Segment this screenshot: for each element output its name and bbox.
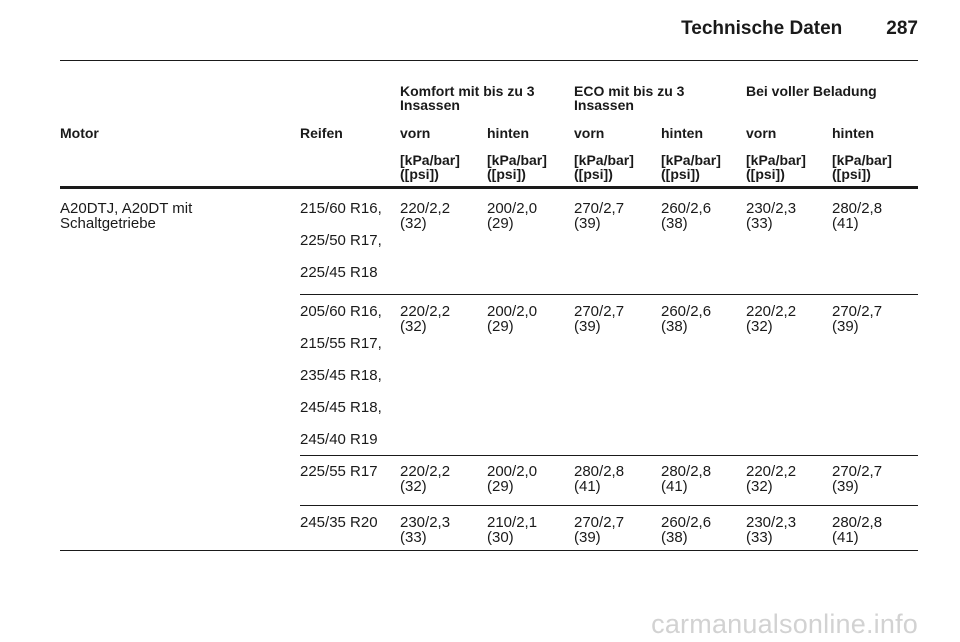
- pressure-value: 200/2,0 (29): [487, 303, 538, 335]
- tyre-size: 235/45 R18,: [300, 367, 382, 384]
- block-separator: [300, 294, 918, 295]
- pressure-value: 200/2,0 (29): [487, 463, 538, 495]
- tyre-size: 215/60 R16,: [300, 200, 382, 217]
- tyre-size: 225/50 R17,: [300, 232, 382, 249]
- pressure-value: 270/2,7 (39): [832, 303, 883, 335]
- group-heading: ECO mit bis zu 3 Insassen: [574, 83, 685, 113]
- pressure-value: 280/2,8 (41): [661, 463, 712, 495]
- block-separator: [300, 455, 918, 456]
- subheading-vorn: vorn: [400, 125, 431, 141]
- pressure-value: 260/2,6 (38): [661, 200, 712, 232]
- pressure-value: 210/2,1 (30): [487, 514, 538, 546]
- subheading-hinten: hinten: [661, 125, 703, 141]
- pressure-value: 260/2,6 (38): [661, 303, 712, 335]
- table-bottom-rule: [60, 550, 918, 551]
- tyre-size: 205/60 R16,: [300, 303, 382, 320]
- pressure-value: 230/2,3 (33): [746, 200, 797, 232]
- pressure-value: 220/2,2 (32): [400, 200, 451, 232]
- pressure-value: 230/2,3 (33): [746, 514, 797, 546]
- unit-heading: [kPa/bar] ([psi]): [574, 152, 634, 182]
- unit-heading: [kPa/bar] ([psi]): [661, 152, 721, 182]
- pressure-value: 200/2,0 (29): [487, 200, 538, 232]
- pressure-value: 220/2,2 (32): [746, 303, 797, 335]
- tyre-size: 245/40 R19: [300, 431, 378, 448]
- header-rule: [60, 60, 918, 61]
- pressure-value: 260/2,6 (38): [661, 514, 712, 546]
- pressure-value: 270/2,7 (39): [574, 514, 625, 546]
- motor-name: A20DTJ, A20DT mit Schaltgetriebe: [60, 200, 193, 232]
- pressure-value: 270/2,7 (39): [832, 463, 883, 495]
- pressure-value: 270/2,7 (39): [574, 303, 625, 335]
- pressure-value: 220/2,2 (32): [746, 463, 797, 495]
- pressure-value: 280/2,8 (41): [832, 514, 883, 546]
- page-header: Technische Daten 287: [0, 18, 918, 40]
- tyre-size: 225/45 R18: [300, 264, 378, 281]
- pressure-value: 220/2,2 (32): [400, 303, 451, 335]
- block-separator: [300, 505, 918, 506]
- pressure-value: 270/2,7 (39): [574, 200, 625, 232]
- tyre-size: 215/55 R17,: [300, 335, 382, 352]
- tyre-size: 245/35 R20: [300, 514, 378, 531]
- pressure-value: 280/2,8 (41): [832, 200, 883, 232]
- subheading-hinten: hinten: [487, 125, 529, 141]
- page-number: 287: [886, 18, 918, 39]
- subheading-vorn: vorn: [574, 125, 605, 141]
- unit-heading: [kPa/bar] ([psi]): [487, 152, 547, 182]
- watermark: carmanualsonline.info: [651, 609, 918, 639]
- subheading-hinten: hinten: [832, 125, 874, 141]
- group-heading: Komfort mit bis zu 3 Insassen: [400, 83, 535, 113]
- section-title: Technische Daten: [681, 18, 843, 39]
- pressure-value: 230/2,3 (33): [400, 514, 451, 546]
- unit-heading: [kPa/bar] ([psi]): [832, 152, 892, 182]
- group-heading: Bei voller Beladung: [746, 83, 877, 99]
- pressure-value: 280/2,8 (41): [574, 463, 625, 495]
- unit-heading: [kPa/bar] ([psi]): [400, 152, 460, 182]
- tyre-size: 245/45 R18,: [300, 399, 382, 416]
- column-heading-tyres: Reifen: [300, 125, 343, 141]
- header-bottom-rule: [60, 186, 918, 189]
- tyre-size: 225/55 R17: [300, 463, 378, 480]
- subheading-vorn: vorn: [746, 125, 777, 141]
- column-heading-motor: Motor: [60, 125, 99, 141]
- unit-heading: [kPa/bar] ([psi]): [746, 152, 806, 182]
- pressure-value: 220/2,2 (32): [400, 463, 451, 495]
